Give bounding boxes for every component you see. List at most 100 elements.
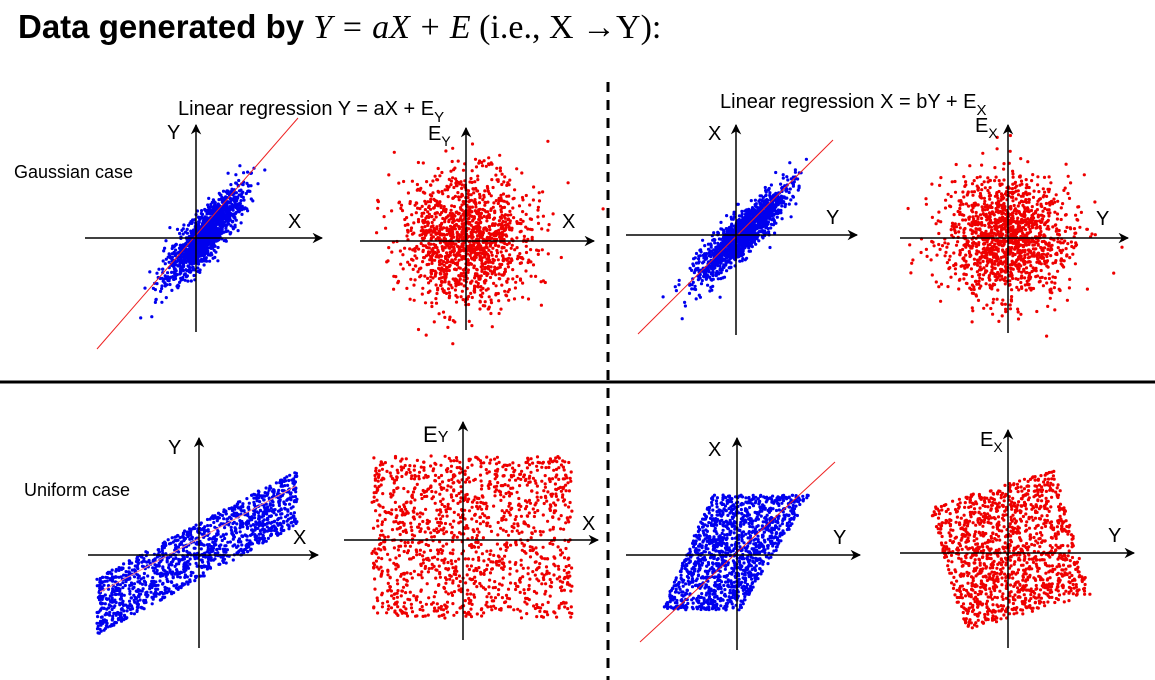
scatter-point <box>480 259 484 263</box>
scatter-point <box>521 210 525 214</box>
scatter-point <box>977 279 981 283</box>
scatter-point <box>478 221 483 225</box>
scatter-point <box>515 257 520 261</box>
scatter-point <box>197 241 201 245</box>
scatter-point <box>1012 203 1016 208</box>
scatter-point <box>770 213 774 218</box>
scatter-point <box>424 220 428 224</box>
scatter-point <box>537 191 541 195</box>
scatter-point <box>764 199 768 203</box>
scatter-point <box>791 194 795 198</box>
scatter-point <box>480 164 485 168</box>
scatter-point <box>484 260 488 264</box>
scatter-point <box>1024 288 1028 292</box>
scatter-point <box>240 194 244 199</box>
scatter-point <box>995 297 999 301</box>
scatter-point <box>221 210 225 214</box>
scatter-point <box>423 208 427 212</box>
scatter-point <box>412 221 416 225</box>
scatter-point <box>153 300 157 304</box>
scatter-point <box>478 254 482 258</box>
scatter-point <box>691 280 695 284</box>
scatter-point <box>957 222 961 226</box>
scatter-point <box>499 208 503 212</box>
scatter-point <box>235 199 239 203</box>
scatter-point <box>178 280 182 284</box>
scatter-point <box>541 214 546 218</box>
scatter-point <box>1023 283 1027 287</box>
scatter-point <box>169 275 173 279</box>
scatter-point <box>484 288 488 292</box>
scatter-point <box>421 228 425 232</box>
scatter-point <box>385 260 389 264</box>
scatter-point <box>470 169 474 173</box>
scatter-point <box>148 270 152 274</box>
scatter-point <box>524 244 528 248</box>
scatter-point <box>953 231 958 235</box>
scatter-point <box>492 216 497 220</box>
scatter-point <box>1003 302 1008 306</box>
scatter-point <box>939 282 944 286</box>
scatter-point <box>435 291 439 296</box>
scatter-point <box>677 278 681 282</box>
scatter-point <box>432 242 436 246</box>
scatter-point <box>182 273 186 277</box>
scatter-point <box>489 311 493 316</box>
scatter-point <box>673 285 677 289</box>
scatter-point <box>408 200 412 204</box>
scatter-point <box>529 217 534 221</box>
scatter-point <box>473 288 477 292</box>
scatter-point <box>954 162 958 167</box>
scatter-point <box>430 301 434 305</box>
scatter-point <box>492 201 496 205</box>
scatter-point <box>161 259 165 263</box>
scatter-point <box>207 196 211 200</box>
scatter-point <box>753 198 758 202</box>
scatter-point <box>780 195 785 199</box>
scatter-point <box>487 224 491 229</box>
scatter-point <box>945 245 949 249</box>
scatter-point <box>489 208 493 212</box>
scatter-point <box>155 271 159 275</box>
scatter-point <box>205 242 209 246</box>
scatter-point <box>971 193 975 197</box>
scatter-point <box>478 307 482 311</box>
scatter-point <box>438 253 442 257</box>
scatter-point <box>218 232 223 236</box>
scatter-point <box>459 207 463 211</box>
scatter-point <box>186 279 190 283</box>
scatter-point <box>432 218 436 222</box>
scatter-point <box>375 231 379 235</box>
scatter-point <box>508 226 512 230</box>
scatter-point <box>1008 229 1013 233</box>
scatter-point <box>445 226 449 230</box>
scatter-point <box>199 211 203 216</box>
scatter-point <box>506 202 510 206</box>
scatter-point <box>730 222 734 226</box>
scatter-point <box>486 272 490 276</box>
scatter-point <box>411 267 415 271</box>
scatter-point <box>229 211 233 216</box>
scatter-point <box>1002 167 1006 171</box>
scatter-point <box>948 254 952 258</box>
scatter-point <box>470 210 474 214</box>
scatter-point <box>524 212 528 216</box>
scatter-point <box>237 178 241 183</box>
scatter-point <box>451 196 455 200</box>
scatter-point <box>490 325 494 329</box>
scatter-point <box>494 173 498 177</box>
scatter-point <box>163 262 167 266</box>
scatter-point <box>759 230 763 234</box>
scatter-point <box>1019 157 1023 161</box>
scatter-point <box>1042 239 1046 243</box>
scatter-point <box>526 260 530 265</box>
scatter-point <box>1019 179 1024 183</box>
scatter-point <box>429 236 434 240</box>
scatter-point <box>219 217 223 221</box>
scatter-gaussian-fit-left <box>139 164 267 320</box>
scatter-point <box>164 277 169 281</box>
scatter-point <box>1036 199 1040 203</box>
scatter-point <box>497 299 501 303</box>
scatter-point <box>740 253 744 257</box>
